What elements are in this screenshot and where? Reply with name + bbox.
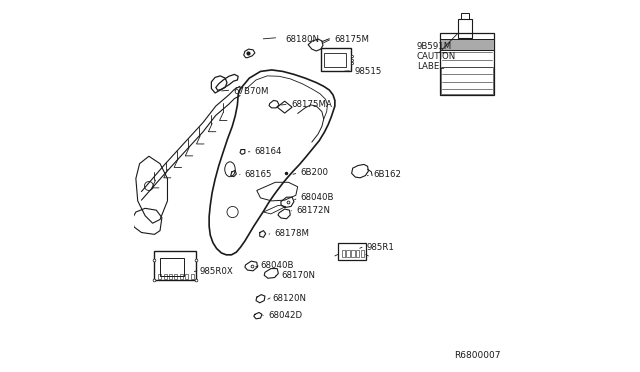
Bar [440, 39, 493, 50]
Text: 68165: 68165 [245, 170, 273, 179]
Text: LABEL: LABEL [417, 62, 444, 71]
Bar [174, 274, 177, 279]
Text: 6B162: 6B162 [373, 170, 401, 179]
Bar [351, 250, 355, 257]
Bar [338, 243, 365, 260]
Text: 68120N: 68120N [273, 294, 307, 303]
Bar [191, 274, 193, 279]
Text: 68172N: 68172N [296, 206, 330, 215]
Text: 68164: 68164 [254, 147, 282, 156]
Text: 9B591M: 9B591M [417, 42, 452, 51]
Bar [346, 250, 350, 257]
Bar [342, 250, 345, 257]
Text: 6B200: 6B200 [301, 169, 329, 177]
Bar [185, 274, 188, 279]
Text: 68175M: 68175M [334, 35, 369, 44]
Text: 68178M: 68178M [275, 229, 310, 238]
Text: 67B70M: 67B70M [234, 87, 269, 96]
Text: 68170N: 68170N [281, 271, 315, 280]
Bar [441, 67, 493, 94]
Bar [321, 48, 351, 71]
Text: 985R1: 985R1 [367, 243, 395, 252]
Bar [164, 274, 166, 279]
Bar [180, 274, 183, 279]
Text: 68042D: 68042D [268, 311, 302, 320]
Bar [461, 13, 468, 19]
Bar [160, 258, 184, 276]
Bar [169, 274, 172, 279]
Bar [158, 274, 161, 279]
Text: 68180N: 68180N [286, 35, 320, 44]
Text: CAUTION: CAUTION [417, 52, 456, 61]
Bar [440, 33, 493, 95]
Text: 98515: 98515 [354, 67, 381, 76]
Bar [324, 53, 346, 67]
Text: 68175MA: 68175MA [291, 100, 332, 109]
Bar [356, 250, 360, 257]
Bar [458, 19, 472, 38]
Bar [154, 251, 196, 280]
Text: 985R0X: 985R0X [199, 267, 233, 276]
Text: 68040B: 68040B [260, 262, 294, 270]
Bar [361, 250, 364, 257]
Text: R6800007: R6800007 [454, 351, 500, 360]
Text: 68040B: 68040B [301, 193, 334, 202]
